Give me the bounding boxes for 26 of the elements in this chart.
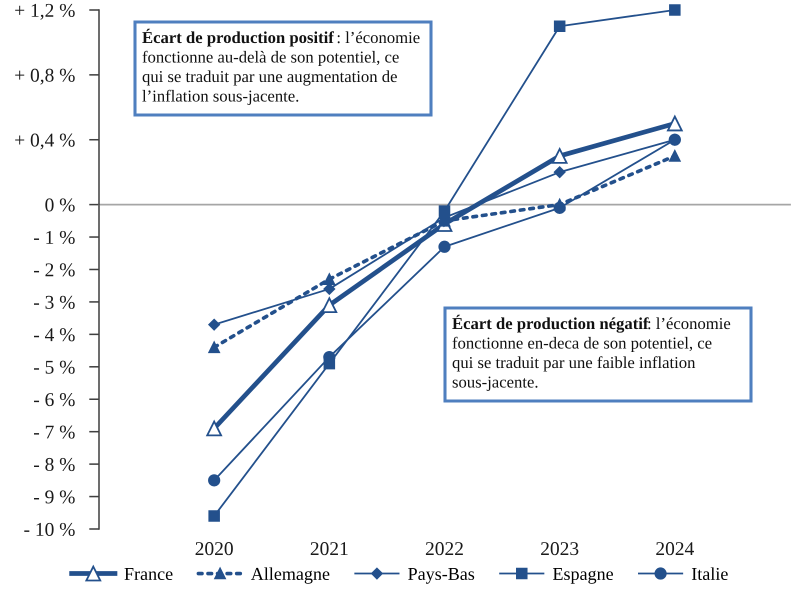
y-tick-label: - 5 %: [34, 360, 75, 374]
annotation: Écart de production négatif: l’économie fonctionne en-deca de son potentiel, ce qui se traduit par une faible inflation sous-jacente.: [452, 314, 730, 392]
y-tick-label: - 7 %: [34, 425, 75, 439]
x-tick-label: 2021: [310, 542, 348, 556]
y-tick-label: - 3 %: [34, 296, 75, 309]
y-tick-label: - 9 %: [34, 490, 75, 504]
legend-label: Allemagne: [250, 567, 330, 584]
y-tick-label: - 1 %: [34, 230, 75, 244]
x-tick-label: 2022: [426, 542, 463, 556]
legend-label: Italie: [692, 567, 728, 580]
y-tick-label: - 10 %: [24, 522, 75, 536]
y-tick-label: 0 %: [45, 198, 75, 212]
x-tick-label: 2024: [656, 542, 694, 556]
y-tick-label: - 8 %: [34, 458, 75, 472]
annotation: Écart de production positif : l’économie fonctionne au-delà de son potentiel, ce qui se traduit par une augmentation de l’inflation sous-jacente.: [142, 28, 420, 106]
y-tick-label: - 6 %: [34, 393, 75, 406]
legend-label: Pays-Bas: [408, 568, 474, 584]
y-tick-label: + 1,2 %: [15, 4, 75, 20]
y-tick-label: - 4 %: [34, 328, 75, 342]
y-tick-label: - 2 %: [34, 263, 75, 276]
x-tick-label: 2020: [196, 542, 233, 556]
y-tick-label: + 0,8 %: [15, 68, 75, 85]
y-tick-label: + 0,4 %: [15, 134, 75, 150]
legend-label: Espagne: [552, 568, 614, 584]
x-tick-label: 2023: [541, 542, 578, 556]
legend-label: France: [124, 568, 172, 580]
